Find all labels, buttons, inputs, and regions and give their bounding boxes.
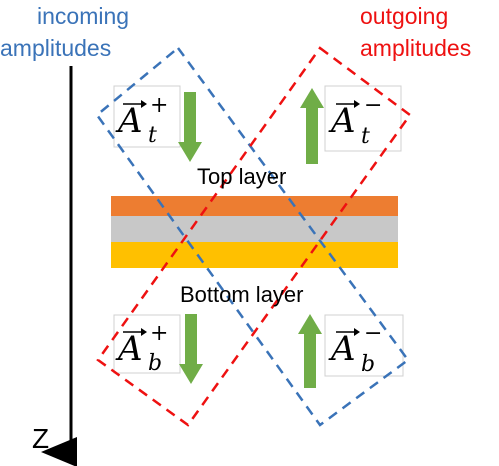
svg-text:A: A <box>115 101 143 141</box>
svg-text:b: b <box>148 351 162 376</box>
svg-text:t: t <box>361 124 370 149</box>
svg-text:−: − <box>364 321 382 346</box>
incoming-title-line1: incoming <box>37 3 129 29</box>
symbol-box-top-outgoing <box>324 85 402 152</box>
outgoing-title-line2: amplitudes <box>360 35 471 61</box>
symbol-top-outgoing: A t − <box>328 93 382 149</box>
svg-text:t: t <box>148 123 157 148</box>
svg-text:+: + <box>150 321 168 346</box>
svg-text:A: A <box>328 101 356 141</box>
outgoing-dashed-frame <box>96 46 412 427</box>
layer-orange <box>111 196 398 216</box>
svg-text:+: + <box>150 93 168 118</box>
symbol-bottom-outgoing: A b − <box>328 321 382 377</box>
symbol-box-bottom-incoming <box>113 314 181 374</box>
svg-text:b: b <box>361 352 375 377</box>
layer-gray <box>111 216 398 242</box>
incoming-dashed-frame <box>95 46 410 427</box>
z-axis-label: Z <box>32 423 49 454</box>
symbol-bottom-incoming: A b + <box>115 321 168 376</box>
symbol-top-incoming: A t + <box>115 93 168 148</box>
arrow-bottom-outgoing-up <box>298 314 322 388</box>
arrow-top-incoming-down <box>178 92 202 162</box>
arrow-top-outgoing-up <box>300 88 324 164</box>
layer-yellow <box>111 242 398 268</box>
incoming-title-line2: amplitudes <box>0 35 111 61</box>
svg-text:A: A <box>115 329 143 369</box>
symbol-box-top-incoming <box>113 85 181 148</box>
svg-text:A: A <box>328 329 356 369</box>
arrow-bottom-incoming-down <box>179 314 203 384</box>
top-layer-label: Top layer <box>197 164 286 189</box>
outgoing-title-line1: outgoing <box>360 3 448 29</box>
svg-text:−: − <box>364 93 382 118</box>
bottom-layer-label: Bottom layer <box>180 282 304 307</box>
symbol-box-bottom-outgoing <box>324 314 404 377</box>
